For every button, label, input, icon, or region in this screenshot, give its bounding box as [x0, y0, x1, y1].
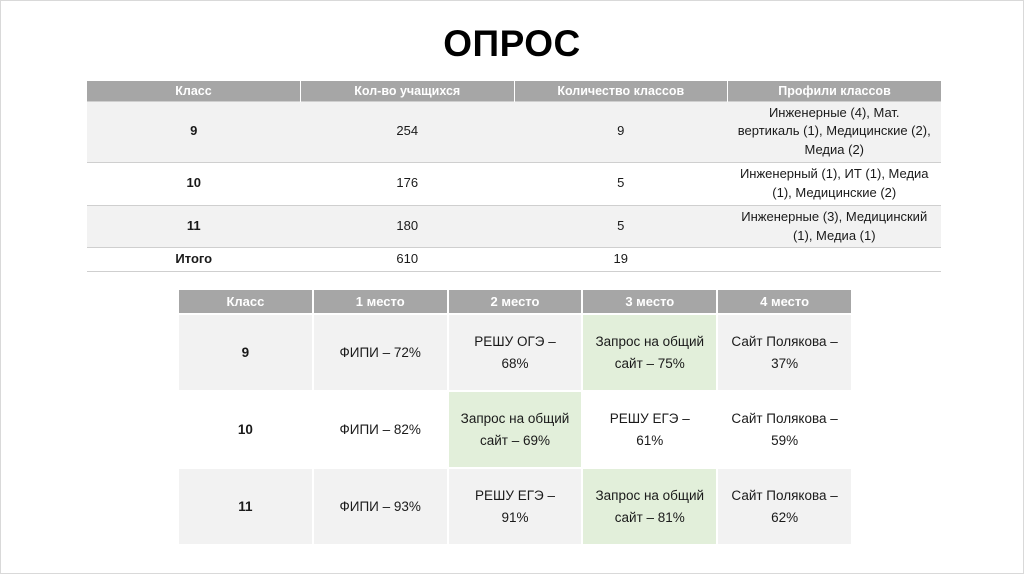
column-header-place-1: 1 место	[311, 288, 449, 315]
class-cell: 10	[87, 162, 301, 206]
rank-cell: Сайт Полякова – 37%	[716, 313, 853, 392]
rank-cell: Сайт Полякова – 62%	[716, 467, 853, 546]
class-count-cell: 5	[514, 162, 728, 206]
class-count-cell: 9	[514, 100, 728, 163]
column-header-class: Класс	[87, 81, 301, 101]
class-count-cell: 5	[514, 204, 728, 248]
students-total-cell: 610	[300, 247, 514, 273]
class-cell: 11	[177, 467, 314, 546]
rank-cell: ФИПИ – 93%	[311, 467, 449, 546]
students-cell: 254	[300, 100, 514, 163]
table-row: 11 ФИПИ – 93% РЕШУ ЕГЭ – 91% Запрос на о…	[177, 467, 853, 546]
table-row: 11 180 5 Инженерные (3), Медицинский (1)…	[87, 204, 941, 248]
table-row: 10 176 5 Инженерный (1), ИТ (1), Медиа (…	[87, 162, 941, 206]
class-cell: 9	[87, 100, 301, 163]
header-row: Класс Кол-во учащихся Количество классов…	[87, 81, 941, 101]
students-cell: 176	[300, 162, 514, 206]
header-row: Класс 1 место 2 место 3 место 4 место	[177, 288, 853, 315]
column-header-place-4: 4 место	[716, 288, 853, 315]
rank-cell: РЕШУ ЕГЭ – 91%	[446, 467, 584, 546]
column-header-class: Класс	[177, 288, 314, 315]
column-header-profiles: Профили классов	[727, 81, 941, 101]
class-cell: 10	[177, 390, 314, 469]
table-row: 10 ФИПИ – 82% Запрос на общий сайт – 69%…	[177, 390, 853, 469]
students-cell: 180	[300, 204, 514, 248]
table-row: 9 ФИПИ – 72% РЕШУ ОГЭ – 68% Запрос на об…	[177, 313, 853, 392]
profiles-cell	[727, 247, 941, 273]
rank-cell: РЕШУ ОГЭ – 68%	[446, 313, 584, 392]
ranking-table-header: Класс 1 место 2 место 3 место 4 место	[177, 288, 853, 315]
highlighted-cell: Запрос на общий сайт – 75%	[581, 313, 719, 392]
class-cell: 9	[177, 313, 314, 392]
class-cell: 11	[87, 204, 301, 248]
column-header-class-count: Количество классов	[513, 81, 728, 101]
rank-cell: ФИПИ – 72%	[311, 313, 449, 392]
rank-cell: РЕШУ ЕГЭ – 61%	[581, 390, 719, 469]
classes-overview-table: Класс Кол-во учащихся Количество классов…	[87, 81, 941, 273]
class-count-total-cell: 19	[514, 247, 728, 273]
column-header-students: Кол-во учащихся	[300, 81, 514, 101]
classes-table-header: Класс Кол-во учащихся Количество классов…	[87, 81, 941, 101]
profiles-cell: Инженерный (1), ИТ (1), Медиа (1), Медиц…	[727, 162, 941, 206]
column-header-place-2: 2 место	[446, 288, 584, 315]
page-title: ОПРОС	[443, 23, 581, 64]
rank-cell: Сайт Полякова – 59%	[716, 390, 853, 469]
highlighted-cell: Запрос на общий сайт – 81%	[581, 467, 719, 546]
table-row: 9 254 9 Инженерные (4), Мат. вертикаль (…	[87, 100, 941, 163]
profiles-cell: Инженерные (3), Медицинский (1), Медиа (…	[727, 204, 941, 248]
totals-row: Итого 610 19	[87, 247, 941, 273]
survey-ranking-table: Класс 1 место 2 место 3 место 4 место 9 …	[177, 288, 853, 546]
profiles-cell: Инженерные (4), Мат. вертикаль (1), Меди…	[727, 100, 941, 163]
column-header-place-3: 3 место	[581, 288, 719, 315]
totals-label-cell: Итого	[87, 247, 301, 273]
rank-cell: ФИПИ – 82%	[311, 390, 449, 469]
highlighted-cell: Запрос на общий сайт – 69%	[446, 390, 584, 469]
